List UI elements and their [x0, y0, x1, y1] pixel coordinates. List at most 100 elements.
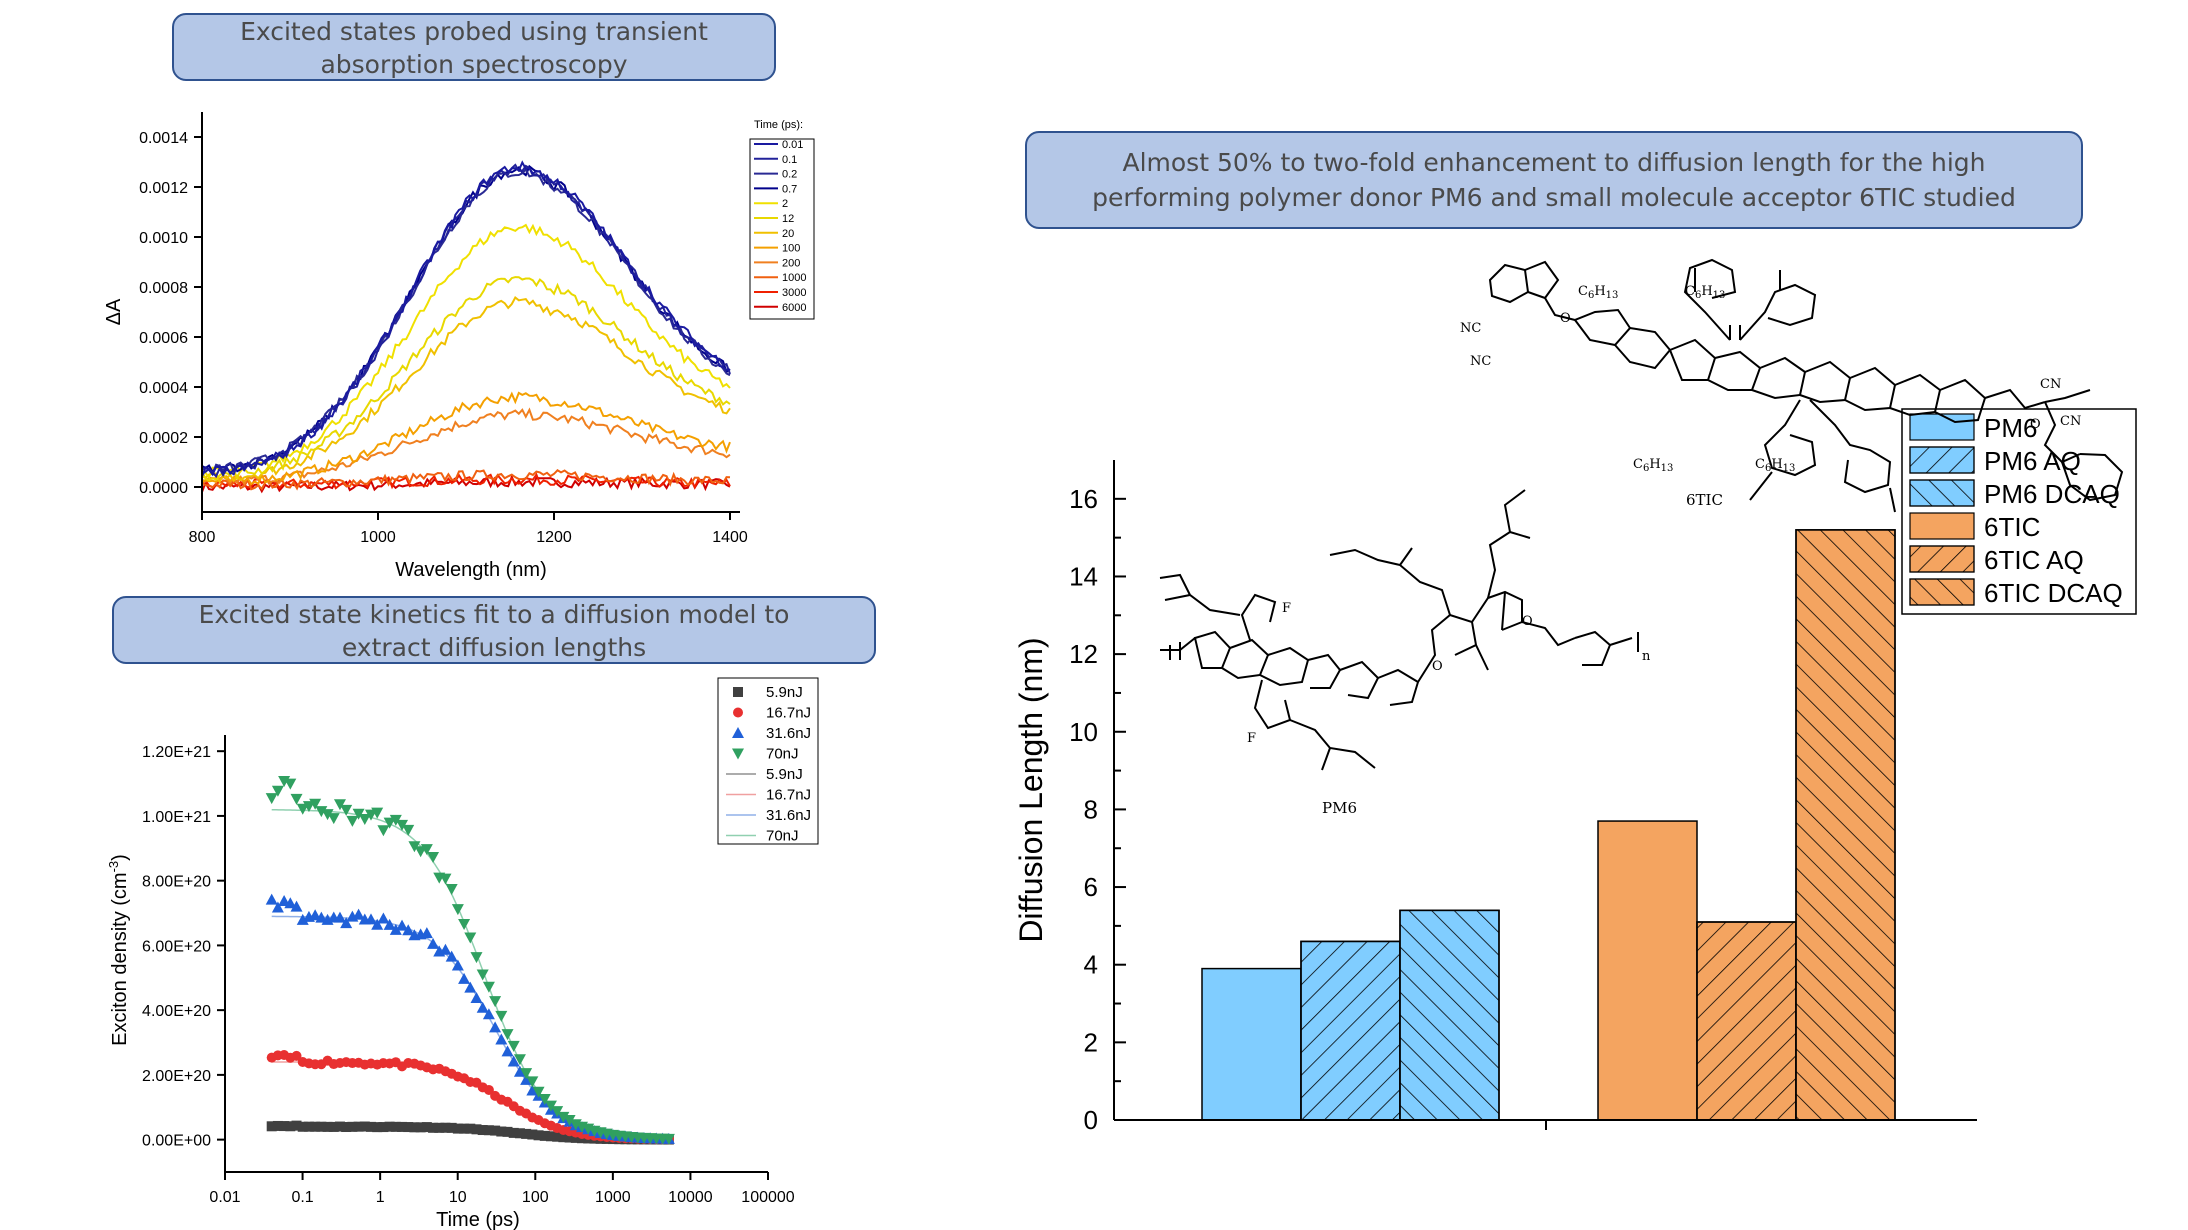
kinetics-point: [563, 1115, 576, 1127]
kinetics-point: [378, 1122, 389, 1133]
ta-legend-label: 100: [782, 243, 800, 255]
kinetics-point: [533, 1130, 544, 1141]
ta-y-tick-label: 0.0014: [139, 130, 188, 147]
kinetics-point: [483, 1084, 494, 1095]
kinetics-point: [452, 1123, 463, 1134]
kinetics-legend-label: 31.6nJ: [766, 725, 811, 742]
ta-y-tick-label: 0.0004: [139, 380, 188, 397]
acceptor-label-cn-2: CN: [2060, 414, 2081, 429]
kinetics-point: [290, 900, 303, 912]
ta-legend-label: 0.1: [782, 154, 797, 166]
kinetics-point: [352, 808, 365, 820]
kinetics-point: [266, 1121, 277, 1132]
kinetics-x-tick-label: 100000: [741, 1189, 794, 1206]
kinetics-x-tick-label: 1000: [595, 1189, 631, 1206]
kinetics-x-tick-label: 0.1: [291, 1189, 313, 1206]
kinetics-point: [322, 1121, 333, 1132]
ta-series-line: [201, 407, 731, 486]
kinetics-legend-fit-label: 31.6nJ: [766, 807, 811, 824]
kinetics-point: [389, 814, 402, 826]
kinetics-point: [290, 793, 303, 805]
acceptor-label-nc-1: NC: [1460, 321, 1481, 336]
ta-legend-label: 0.01: [782, 139, 803, 151]
ta-legend-label: 200: [782, 257, 800, 269]
kinetics-point: [476, 969, 489, 981]
kinetics-point: [359, 1121, 370, 1132]
kinetics-point: [520, 1073, 533, 1085]
kinetics-y-tick-label: 2.00E+20: [142, 1068, 211, 1085]
kinetics-legend-marker: [733, 687, 743, 697]
bar-plot-area: [1201, 529, 1896, 1121]
kinetics-point: [558, 1132, 569, 1143]
ta-y-tick-label: 0.0006: [139, 330, 188, 347]
kinetics-point: [340, 804, 353, 816]
kinetics-point: [439, 873, 452, 885]
ta-y-tick-label: 0.0002: [139, 430, 188, 447]
acceptor-name: 6TIC: [1686, 491, 1723, 509]
kinetics-point: [458, 919, 471, 931]
ta-x-ticks: 800 1000 1200 1400: [189, 512, 748, 546]
kinetics-point: [459, 1123, 470, 1134]
bar-y-tick-label: 10: [1069, 717, 1098, 747]
acceptor-label-o-2: O: [2030, 417, 2041, 432]
kinetics-point: [521, 1128, 532, 1139]
kinetics-point: [458, 972, 471, 984]
kinetics-legend-fit-label: 70nJ: [766, 828, 799, 845]
kinetics-legend-label: 5.9nJ: [766, 684, 803, 701]
kinetics-point: [316, 1121, 327, 1132]
kinetics-point: [297, 1121, 308, 1132]
kinetics-point: [428, 1122, 439, 1133]
bar-y-tick-label: 2: [1084, 1027, 1098, 1057]
bar-hatch: [1300, 940, 1401, 1121]
banner-line-1: Excited states probed using transient: [240, 17, 708, 46]
kinetics-y-tick-label: 1.00E+21: [142, 809, 211, 826]
ta-x-tick-label: 1200: [536, 529, 572, 546]
kinetics-point: [489, 1021, 502, 1033]
bar-legend-swatch-hatch: [1909, 479, 1975, 507]
kinetics-point: [514, 1128, 525, 1139]
kinetics-point: [296, 913, 309, 925]
ta-y-tick-label: 0.0010: [139, 230, 188, 247]
kinetics-point: [507, 1040, 520, 1052]
kinetics-point: [476, 1001, 489, 1013]
ta-series-line: [201, 160, 731, 478]
kinetics-point: [383, 918, 396, 930]
kinetics-point: [552, 1131, 563, 1142]
kinetics-point: [440, 1122, 451, 1133]
donor-skeleton: [1159, 489, 1639, 771]
kinetics-x-axis-label: Time (ps): [436, 1209, 520, 1230]
kinetics-point: [539, 1130, 550, 1141]
kinetics-point: [551, 1106, 564, 1118]
kinetics-point: [309, 798, 322, 810]
bar-y-tick-label: 6: [1084, 872, 1098, 902]
donor-structure-pm6: F F O O n PM6: [1159, 489, 1651, 817]
kinetics-y-ticks: 0.00E+00 2.00E+20 4.00E+20 6.00E+20 8.00E+20…: [142, 744, 225, 1150]
kinetics-point: [513, 1054, 526, 1066]
ta-y-axis-label: ΔA: [103, 298, 125, 325]
kinetics-point: [557, 1111, 570, 1123]
kinetics-point: [526, 1084, 539, 1096]
ta-series-line: [201, 223, 731, 480]
ta-x-tick-label: 1000: [360, 529, 396, 546]
acceptor-label-c6h13-2: C6H13: [1685, 284, 1725, 301]
kinetics-x-tick-label: 1: [376, 1189, 385, 1206]
kinetics-point: [333, 911, 346, 923]
kinetics-point: [501, 1029, 514, 1041]
ta-series-line: [201, 276, 731, 482]
kinetics-point: [352, 908, 365, 920]
kinetics-point: [397, 1121, 408, 1132]
donor-label-f-2: F: [1247, 731, 1256, 746]
ta-legend-label: 2: [782, 198, 788, 210]
kinetics-point: [340, 917, 353, 929]
bar-legend-label: 6TIC DCAQ: [1984, 578, 2123, 608]
ta-series-line: [201, 295, 731, 485]
bar: [1597, 820, 1698, 1121]
kinetics-point: [347, 1121, 358, 1132]
kinetics-x-tick-label: 10000: [668, 1189, 713, 1206]
banner-line-1: Almost 50% to two-fold enhancement to di…: [1122, 148, 1986, 177]
kinetics-point: [427, 852, 440, 864]
kinetics-point: [364, 913, 377, 925]
